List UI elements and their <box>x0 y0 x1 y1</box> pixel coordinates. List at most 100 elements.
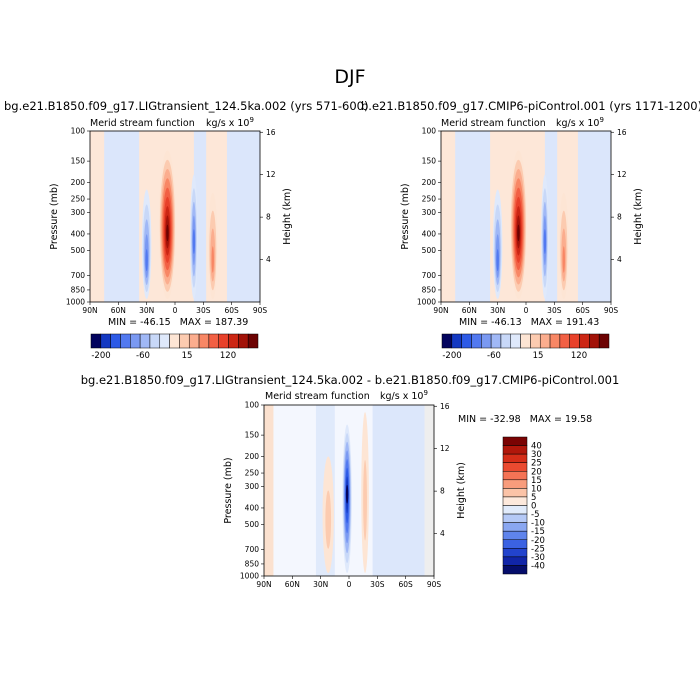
colorbar-swatch <box>502 488 528 498</box>
colorbar-label: -15 <box>531 527 545 537</box>
height-tick-label: 16 <box>440 402 450 411</box>
pressure-axis-label: Pressure (mb) <box>49 183 60 249</box>
pressure-tick-label: 1000 <box>417 298 436 307</box>
contour-band <box>424 405 434 576</box>
pressure-tick-label: 300 <box>245 482 260 491</box>
colorbar-label: -200 <box>91 351 110 361</box>
colorbar-swatch <box>559 333 570 349</box>
colorbar-label: -60 <box>136 351 150 361</box>
contour-band <box>372 405 425 576</box>
colorbar-label: -60 <box>487 351 501 361</box>
pressure-tick-label: 400 <box>422 229 437 238</box>
contour-band <box>264 405 274 576</box>
pressure-tick-label: 200 <box>422 178 437 187</box>
pressure-tick-label: 200 <box>245 452 260 461</box>
colorbar-label: -200 <box>442 351 461 361</box>
colorbar-swatch <box>549 333 561 349</box>
colorbar-swatch <box>179 333 190 349</box>
height-tick-label: 4 <box>266 255 271 264</box>
colorbar-swatch <box>441 333 453 349</box>
height-tick-label: 4 <box>617 255 622 264</box>
colorbar-swatch <box>502 453 528 463</box>
colorbar-swatch <box>490 333 502 349</box>
lat-tick-label: 60N <box>285 580 300 589</box>
contour-cell <box>211 246 214 273</box>
colorbar-label: 40 <box>531 442 542 452</box>
colorbar-swatch <box>510 333 521 349</box>
pressure-tick-label: 700 <box>71 271 86 280</box>
colorbar-swatch <box>481 333 492 349</box>
units-text: kg/s x 10 <box>206 118 250 130</box>
units-exponent: 9 <box>249 116 254 124</box>
lat-tick-label: 90S <box>253 306 268 315</box>
lat-tick-label: 60S <box>399 580 414 589</box>
colorbar-label: 10 <box>531 484 542 494</box>
colorbar-label: 120 <box>571 351 587 361</box>
lat-tick-label: 30N <box>490 306 505 315</box>
contour-cell <box>145 249 148 272</box>
colorbar-swatch <box>502 565 528 575</box>
lat-tick-label: 30N <box>139 306 154 315</box>
season-title: DJF <box>334 66 366 88</box>
lat-tick-label: 30N <box>313 580 328 589</box>
colorbar-swatch <box>502 479 528 489</box>
colorbar-swatch <box>159 333 170 349</box>
pressure-tick-label: 500 <box>71 246 86 255</box>
pressure-tick-label: 400 <box>71 229 86 238</box>
lat-tick-label: 60S <box>576 306 591 315</box>
panel-diff-plot-title: Merid stream function <box>265 391 370 402</box>
colorbar-label: 30 <box>531 450 542 460</box>
colorbar-label: -5 <box>531 510 539 520</box>
pressure-tick-label: 1000 <box>66 298 85 307</box>
height-tick-label: 12 <box>617 170 627 179</box>
height-tick-label: 16 <box>617 128 627 137</box>
colorbar-label: 15 <box>531 476 542 486</box>
pressure-tick-label: 100 <box>422 127 437 136</box>
colorbar-swatch <box>100 333 111 349</box>
pressure-tick-label: 150 <box>71 157 86 166</box>
panel-ctrl-plot-title: Merid stream function <box>441 118 546 129</box>
pressure-tick-label: 300 <box>71 208 86 217</box>
pressure-tick-label: 150 <box>422 157 437 166</box>
colorbar-swatch <box>502 548 528 558</box>
pressure-tick-label: 850 <box>422 285 437 294</box>
colorbar-label: -10 <box>531 519 545 529</box>
panel-diff-min-max: MIN = -32.98 MAX = 19.58 <box>458 414 592 425</box>
contour-cell <box>345 485 349 504</box>
colorbar-swatch <box>502 522 528 532</box>
panel-lig-plot-title: Merid stream function <box>90 118 195 129</box>
lat-tick-label: 90N <box>433 306 448 315</box>
colorbar-label: -30 <box>531 553 545 563</box>
height-tick-label: 8 <box>266 213 271 222</box>
colorbar-swatch <box>530 333 541 349</box>
panel-lig-case-title: bg.e21.B1850.f09_g17.LIGtransient_124.5k… <box>4 99 369 113</box>
pressure-tick-label: 100 <box>245 401 260 410</box>
colorbar-swatch <box>471 333 482 349</box>
pressure-tick-label: 150 <box>245 431 260 440</box>
pressure-tick-label: 200 <box>71 178 86 187</box>
colorbar-swatch <box>502 496 528 506</box>
colorbar-label: 5 <box>531 493 536 503</box>
height-axis-label: Height (km) <box>282 188 293 245</box>
lat-tick-label: 90S <box>604 306 619 315</box>
colorbar-swatch <box>502 445 528 455</box>
pressure-axis-label: Pressure (mb) <box>223 457 234 523</box>
lat-tick-label: 90S <box>427 580 442 589</box>
colorbar-swatch <box>169 333 180 349</box>
lat-tick-label: 0 <box>173 306 178 315</box>
height-tick-label: 12 <box>440 444 450 453</box>
contour-cell <box>325 490 332 549</box>
colorbar-swatch <box>188 333 200 349</box>
colorbar-label: -40 <box>531 561 545 571</box>
colorbar-swatch <box>238 333 249 349</box>
units-text: kg/s x 10 <box>380 391 424 403</box>
panel-lig-min-max: MIN = -46.15 MAX = 187.39 <box>108 317 248 328</box>
contour-band <box>577 131 611 302</box>
colorbar-swatch <box>589 333 600 349</box>
lat-tick-label: 90N <box>82 306 97 315</box>
colorbar-swatch <box>110 333 121 349</box>
colorbar-label: -25 <box>531 544 545 554</box>
height-tick-label: 8 <box>440 487 445 496</box>
lat-tick-label: 0 <box>524 306 529 315</box>
pressure-tick-label: 500 <box>245 520 260 529</box>
